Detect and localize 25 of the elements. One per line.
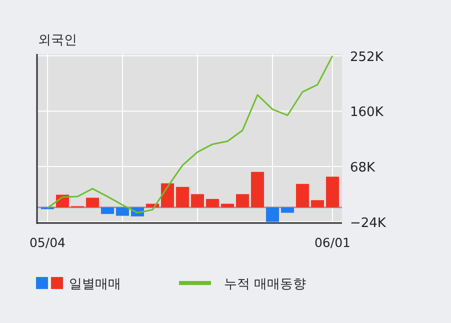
y-tick-label: 160K xyxy=(350,105,384,120)
legend-label: 누적 매매동향 xyxy=(224,277,306,292)
bar xyxy=(311,200,324,208)
bar xyxy=(296,184,309,208)
y-tick-label: 252K xyxy=(350,50,384,65)
legend-label: 일별매매 xyxy=(69,277,121,292)
bar xyxy=(326,176,339,208)
bar xyxy=(251,172,264,208)
bar xyxy=(86,198,99,208)
bar xyxy=(101,207,114,214)
y-tick-label: 68K xyxy=(350,160,376,176)
bar xyxy=(176,186,189,208)
bar xyxy=(191,194,204,208)
x-tick-label: 05/04 xyxy=(29,235,66,250)
bar xyxy=(161,183,174,208)
x-tick-label: 06/01 xyxy=(314,235,351,250)
bar xyxy=(221,204,234,208)
bar xyxy=(206,198,219,208)
line-series xyxy=(46,55,334,214)
bar xyxy=(281,207,294,213)
bar xyxy=(116,207,129,216)
y-tick-label: −24K xyxy=(350,216,386,231)
bar xyxy=(266,207,279,222)
chart-title: 외국인 xyxy=(38,33,77,48)
bar xyxy=(236,194,249,208)
